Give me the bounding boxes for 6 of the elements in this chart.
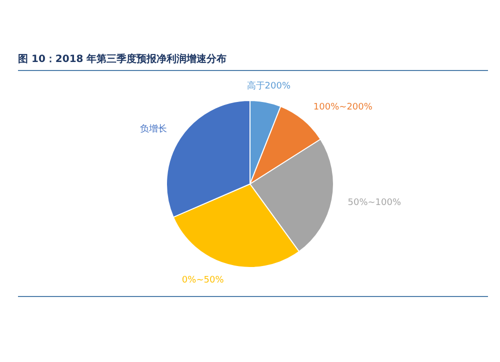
slice-label: 负增长: [140, 124, 167, 135]
slice-label: 高于200%: [246, 80, 291, 92]
slice-label: 0%~50%: [182, 275, 224, 286]
slice-label: 100%~200%: [313, 102, 373, 113]
chart-title: 图 10：2018 年第三季度预报净利润增速分布: [18, 52, 488, 71]
slice-label: 50%~100%: [348, 198, 402, 208]
